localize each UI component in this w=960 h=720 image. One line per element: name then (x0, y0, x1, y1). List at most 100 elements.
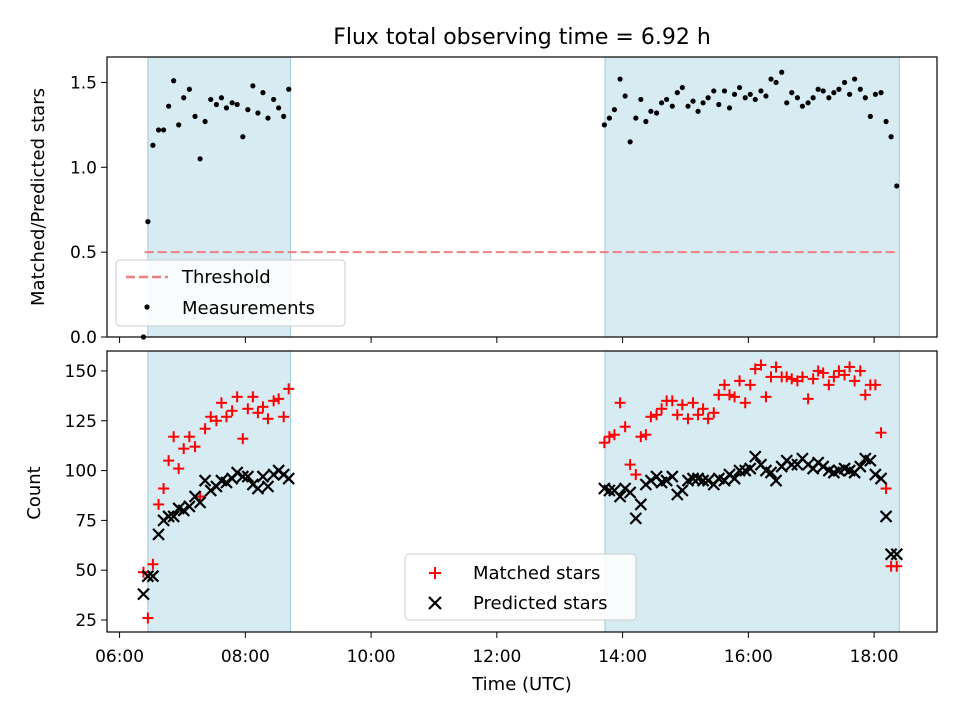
predicted-legend-swatch (428, 596, 442, 610)
measurement-point (794, 95, 801, 101)
matched-star-point (739, 397, 751, 409)
predicted-star-point (869, 468, 882, 481)
predicted-star-mark-b (198, 474, 212, 487)
measurement-point (234, 101, 240, 108)
measurement-point (160, 127, 167, 133)
matched-star-point (833, 365, 845, 377)
measurement-point (726, 105, 733, 111)
matched-star-point (142, 612, 154, 624)
predicted-star-mark-b (816, 460, 830, 473)
measurement-point (695, 108, 701, 114)
measurement-point (773, 79, 779, 86)
measurement-point (805, 100, 811, 106)
matched-star-point (702, 413, 714, 425)
measurement-point (752, 96, 758, 103)
measurement-point (260, 90, 266, 96)
measurement-point (736, 84, 743, 91)
predicted-star-point (701, 474, 715, 487)
measurement-point (669, 103, 675, 109)
matched-star-point (189, 441, 201, 453)
y-tick-label: 25 (75, 611, 97, 631)
measurement-point (705, 95, 711, 101)
y-tick-label: 1.5 (70, 73, 97, 93)
predicted-star-point (743, 462, 757, 475)
predicted-star-mark-b (728, 472, 741, 485)
matched-star-point (687, 397, 699, 409)
matched-star-point (807, 373, 819, 385)
observing-window-1 (605, 57, 900, 337)
matched-star-point (262, 413, 274, 425)
predicted-star-mark-b (749, 450, 762, 463)
x-tick-label: 08:00 (221, 647, 270, 667)
predicted-star-mark-b (686, 472, 700, 485)
measurement-point (627, 139, 633, 145)
predicted-star-mark-b (256, 470, 270, 483)
matched-star-point (231, 391, 243, 403)
predicted-star-mark-b (236, 470, 250, 483)
measurement-point (841, 79, 848, 86)
predicted-star-point (696, 474, 710, 487)
predicted-star-point (146, 569, 160, 583)
measurement-point (883, 118, 889, 125)
measurement-point (700, 100, 706, 106)
matched-star-point (849, 375, 861, 387)
matched-star-point (273, 393, 285, 405)
measurement-point (250, 83, 256, 89)
matched-star-point (614, 397, 626, 409)
measurement-point (888, 134, 894, 140)
measurement-point (826, 95, 832, 101)
matched-star-point (682, 413, 694, 425)
predicted-star-mark-b (754, 458, 768, 471)
predicted-star-point (686, 472, 700, 485)
matched-star-point (215, 397, 227, 409)
measurement-point (679, 84, 685, 91)
predicted-star-mark-b (666, 470, 679, 483)
measurement-point (145, 219, 151, 225)
measurement-point (229, 100, 235, 106)
predicted-star-mark-b (843, 464, 856, 477)
predicted-star-mark-b (644, 474, 658, 487)
matched-star-point (713, 389, 725, 401)
matched-star-point (796, 371, 808, 383)
predicted-star-point (644, 474, 658, 487)
predicted-star-point (890, 547, 904, 561)
matched-star-point (278, 411, 290, 423)
matched-star-point (708, 407, 720, 419)
matched-legend-swatch (429, 567, 441, 579)
measurement-point (731, 91, 738, 97)
matched-star-point (724, 389, 735, 401)
predicted-star-point (676, 484, 689, 497)
measurement-point (763, 93, 769, 99)
matched-star-point (210, 415, 222, 427)
matched-star-point (608, 429, 620, 441)
predicted-star-mark-b (137, 587, 150, 601)
predicted-star-mark-b (884, 547, 898, 561)
predicted-star-point (660, 474, 673, 487)
matched-star-point (153, 498, 165, 510)
y-tick-label: 0.0 (70, 328, 97, 348)
matched-star-point (729, 391, 741, 403)
x-tick-label: 18:00 (850, 647, 899, 667)
predicted-star-point (864, 454, 877, 467)
predicted-star-point (261, 480, 275, 493)
predicted-star-point (816, 460, 830, 473)
top-legend-box (115, 259, 346, 327)
predicted-star-mark-b (215, 474, 228, 487)
matched-star-point (645, 411, 657, 423)
y-tick-label: 1.0 (70, 158, 97, 178)
matched-star-point (828, 371, 840, 383)
predicted-star-mark-b (854, 460, 867, 473)
matched-star-point (839, 369, 851, 381)
predicted-star-point (282, 472, 295, 485)
matched-star-point (817, 367, 829, 379)
measurement-point (181, 95, 187, 101)
measurement-point (617, 76, 623, 82)
predicted-star-point (634, 498, 648, 511)
predicted-star-mark-b (241, 470, 255, 483)
measurement-point (265, 115, 271, 121)
predicted-star-point (666, 470, 679, 483)
predicted-star-point (141, 569, 155, 583)
measurement-point (768, 76, 774, 82)
measurement-point (810, 95, 816, 101)
measurement-point (658, 100, 665, 106)
